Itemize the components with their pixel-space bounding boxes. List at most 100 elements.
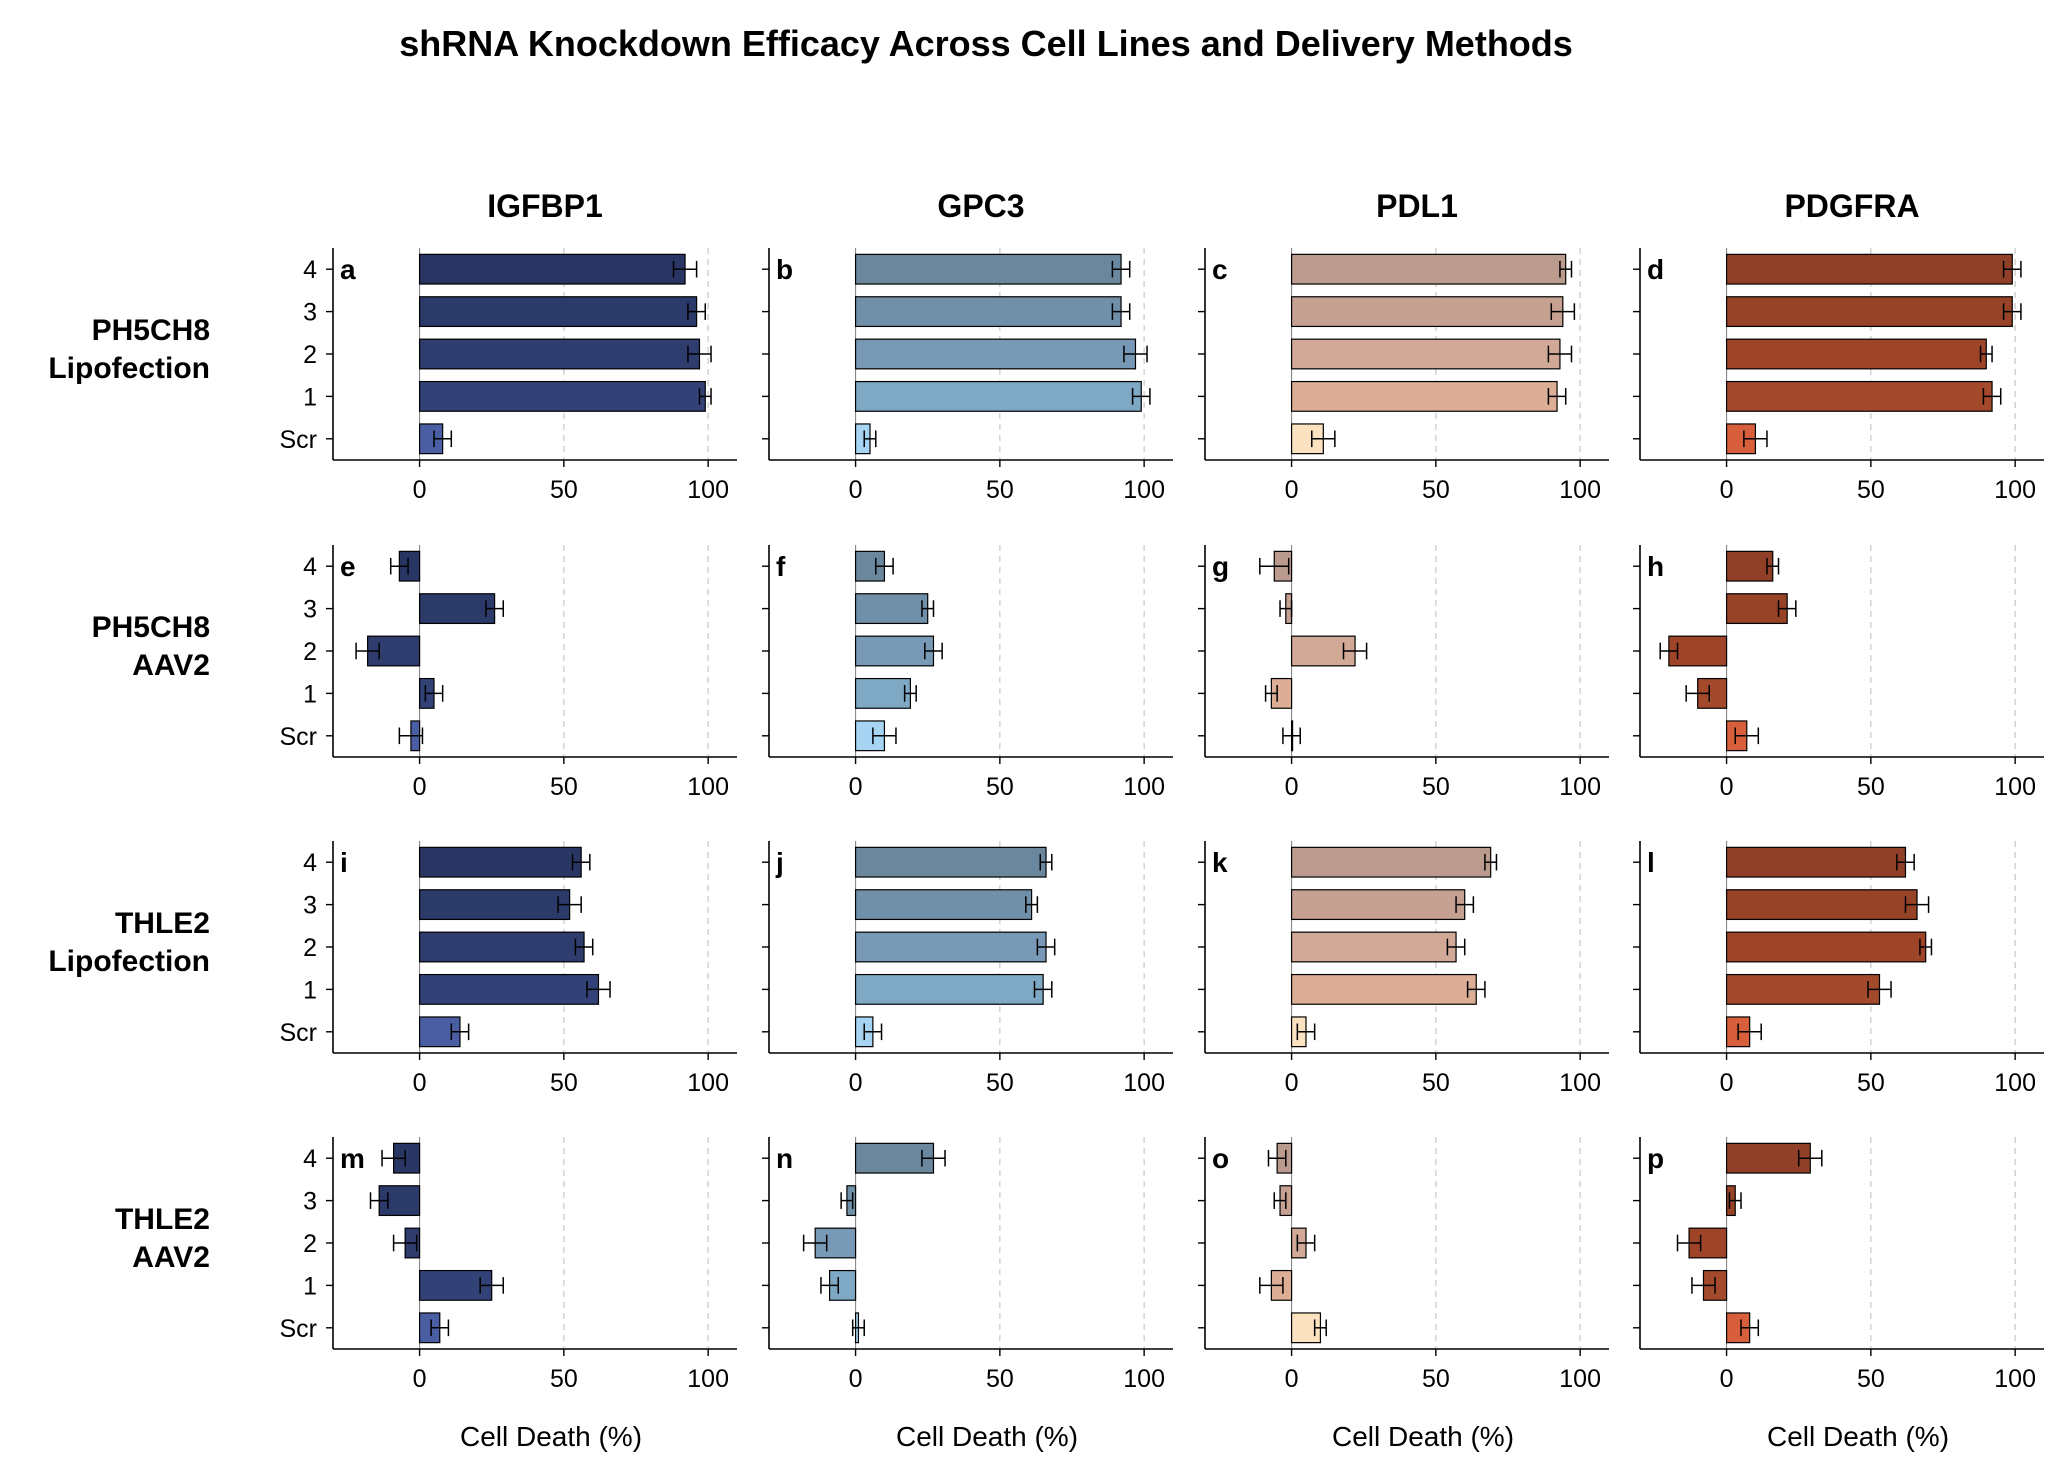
x-tick-label: 0: [1720, 1069, 1734, 1097]
bar-3: [418, 296, 698, 328]
x-axis-label: Cell Death (%): [460, 1421, 642, 1452]
y-tick-label: 2: [303, 934, 317, 962]
x-tick-label: 50: [1422, 476, 1450, 504]
y-tick-label: 4: [303, 256, 317, 284]
x-tick-label: 100: [1994, 1069, 2036, 1097]
y-tick-label: Scr: [280, 426, 318, 454]
panel-i: 0 50 100 Scr 1 2 3 4 i: [280, 841, 737, 1097]
panel-b: 0 50 100 b: [762, 248, 1173, 504]
y-tick-label: 4: [303, 1145, 317, 1173]
x-tick-label: 50: [1422, 773, 1450, 801]
bar-4: [1725, 253, 2013, 285]
panel-grid: IGFBP1 GPC3 PDL1 PDGFRA PH5CH8 Lipofection PH5…: [48, 188, 2044, 1452]
x-tick-label: 0: [413, 1365, 427, 1393]
column-title-pdl1: PDL1: [1376, 188, 1458, 224]
bar-3: [1725, 296, 2013, 328]
panel-letter: i: [340, 847, 348, 878]
panel-n: 0 50 100 n Cell Death (%): [762, 1137, 1173, 1452]
panel-p: 0 50 100 p Cell Death (%): [1633, 1137, 2044, 1452]
x-tick-label: 0: [1285, 773, 1299, 801]
x-tick-label: 100: [687, 773, 729, 801]
panel-letter: d: [1647, 254, 1664, 285]
x-tick-label: 0: [413, 1069, 427, 1097]
x-tick-label: 0: [849, 476, 863, 504]
y-tick-label: 1: [303, 383, 317, 411]
x-tick-label: 50: [986, 773, 1014, 801]
y-tick-label: 1: [303, 1272, 317, 1300]
bar-1: [1290, 380, 1558, 412]
bar-1: [1725, 973, 1881, 1005]
bar-1: [418, 973, 600, 1005]
panel-letter: b: [776, 254, 793, 285]
panel-letter: k: [1212, 847, 1228, 878]
bar-1: [418, 380, 706, 412]
bar-2: [1290, 338, 1561, 370]
x-tick-label: 50: [1857, 1069, 1885, 1097]
panel-m: 0 50 100 Scr 1 2 3 4 m Cell Death (%): [280, 1137, 737, 1452]
x-tick-label: 50: [986, 1069, 1014, 1097]
x-tick-label: 0: [1285, 1069, 1299, 1097]
bar-2: [418, 338, 701, 370]
row-label-line1: THLE2: [115, 907, 210, 940]
y-tick-label: Scr: [280, 723, 318, 751]
panel-l: 0 50 100 l: [1633, 841, 2044, 1097]
row-label-line2: Lipofection: [48, 352, 210, 385]
bar-1: [1725, 380, 1993, 412]
x-tick-label: 0: [1285, 476, 1299, 504]
bar-4: [1290, 253, 1567, 285]
bar-2: [1290, 931, 1457, 963]
x-tick-label: 0: [1285, 1365, 1299, 1393]
x-tick-label: 50: [550, 476, 578, 504]
column-title-gpc3: GPC3: [937, 188, 1024, 224]
panel-g: 0 50 100 g: [1198, 545, 1609, 801]
bar-3: [854, 593, 929, 625]
bar-1: [1290, 973, 1477, 1005]
x-tick-label: 0: [1720, 1365, 1734, 1393]
bar-1: [854, 380, 1142, 412]
y-tick-label: Scr: [280, 1315, 318, 1343]
bar-2: [854, 338, 1137, 370]
x-tick-label: 100: [687, 1069, 729, 1097]
x-tick-label: 50: [1422, 1069, 1450, 1097]
x-tick-label: 50: [1857, 1365, 1885, 1393]
column-title-pdgfra: PDGFRA: [1784, 188, 1919, 224]
bar-4: [1290, 846, 1492, 878]
bar-2: [1725, 338, 1987, 370]
panel-letter: a: [340, 254, 356, 285]
y-tick-label: 4: [303, 553, 317, 581]
panel-letter: m: [340, 1143, 365, 1174]
x-tick-label: 50: [986, 476, 1014, 504]
panel-letter: l: [1647, 847, 1655, 878]
bar-4: [1725, 846, 1907, 878]
panel-letter: o: [1212, 1143, 1229, 1174]
row-label-line1: PH5CH8: [92, 314, 210, 347]
bar-3: [1290, 889, 1466, 921]
x-tick-label: 0: [849, 1069, 863, 1097]
x-tick-label: 50: [550, 1365, 578, 1393]
row-label-line2: AAV2: [132, 649, 210, 682]
panel-letter: n: [776, 1143, 793, 1174]
y-tick-label: 1: [303, 680, 317, 708]
panel-j: 0 50 100 j: [762, 841, 1173, 1097]
panel-d: 0 50 100 d: [1633, 248, 2044, 504]
row-label-line2: AAV2: [132, 1241, 210, 1274]
panel-letter: j: [775, 847, 784, 878]
x-tick-label: 50: [1857, 773, 1885, 801]
panel-o: 0 50 100 o Cell Death (%): [1198, 1137, 1609, 1452]
x-tick-label: 100: [1123, 1365, 1165, 1393]
y-tick-label: 3: [303, 892, 317, 920]
bar-4: [854, 846, 1047, 878]
bar-2: [1725, 931, 1927, 963]
y-tick-label: 1: [303, 976, 317, 1004]
bar-2: [854, 931, 1047, 963]
bar-3: [854, 889, 1033, 921]
y-tick-label: 3: [303, 596, 317, 624]
y-tick-label: 2: [303, 638, 317, 666]
bar-3: [1290, 296, 1564, 328]
x-tick-label: 0: [1720, 773, 1734, 801]
x-tick-label: 100: [1123, 773, 1165, 801]
bar-1: [854, 677, 911, 709]
x-tick-label: 100: [687, 1365, 729, 1393]
x-axis-label: Cell Death (%): [1332, 1421, 1514, 1452]
y-tick-label: 3: [303, 299, 317, 327]
